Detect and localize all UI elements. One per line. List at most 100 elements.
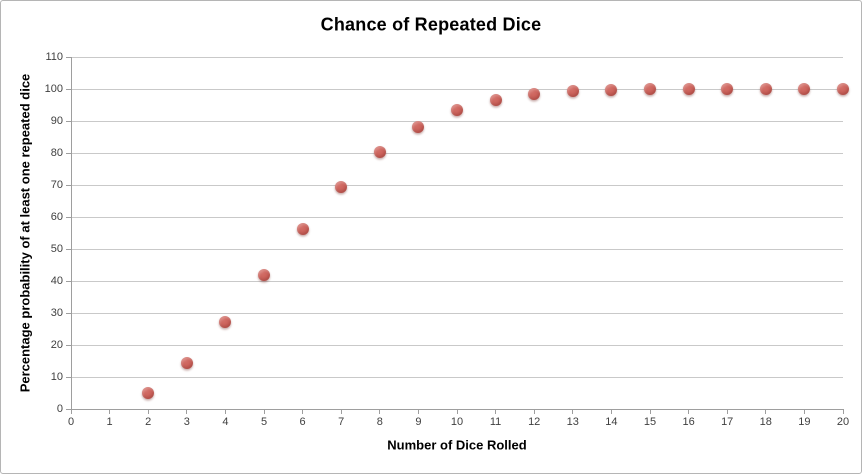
y-tick: [66, 56, 71, 58]
x-tick-label: 0: [67, 416, 75, 428]
data-point: [373, 146, 386, 159]
x-axis-title: Number of Dice Rolled: [387, 437, 527, 453]
x-tick-label: 2: [145, 416, 152, 428]
y-tick: [66, 88, 71, 90]
x-tick: [803, 409, 805, 414]
data-point: [528, 87, 541, 100]
data-point: [837, 83, 849, 95]
data-point: [142, 387, 155, 399]
x-tick: [533, 409, 535, 414]
x-tick: [224, 409, 226, 414]
y-tick-label: 90: [50, 114, 63, 127]
x-tick-label: 1: [106, 416, 113, 428]
x-tick-label: 14: [605, 416, 618, 428]
gridline: [71, 344, 843, 346]
y-tick-label: 70: [50, 178, 63, 191]
x-tick: [456, 409, 458, 414]
x-tick: [842, 409, 844, 414]
x-tick-label: 13: [566, 416, 579, 428]
data-point: [335, 180, 348, 193]
data-point: [412, 121, 425, 134]
x-tick-label: 12: [528, 416, 541, 428]
gridline: [71, 56, 843, 58]
y-tick: [66, 184, 71, 186]
x-tick-label: 3: [183, 416, 190, 428]
y-tick-label: 30: [50, 306, 63, 319]
data-point: [798, 83, 811, 95]
y-tick-label: 110: [45, 50, 63, 63]
data-point: [644, 83, 656, 96]
data-point: [605, 83, 618, 96]
data-point: [219, 315, 232, 328]
gridline: [71, 376, 843, 378]
gridline: [71, 312, 843, 314]
data-point: [759, 83, 772, 95]
x-tick-label: 20: [836, 416, 850, 428]
x-tick-label: 11: [489, 416, 502, 428]
x-tick-label: 5: [260, 416, 268, 428]
gridline: [71, 248, 843, 250]
x-tick-label: 15: [643, 416, 657, 428]
x-tick: [495, 409, 497, 414]
x-tick: [147, 409, 149, 414]
data-point: [566, 84, 579, 97]
x-tick-label: 8: [376, 416, 383, 428]
data-point: [682, 83, 695, 95]
x-tick-label: 19: [798, 416, 811, 428]
data-point: [258, 268, 270, 281]
y-tick-label: 20: [50, 338, 63, 351]
y-tick: [66, 152, 71, 154]
x-tick: [109, 409, 111, 414]
x-tick: [340, 409, 342, 414]
x-tick-label: 4: [222, 416, 229, 428]
gridline: [71, 88, 843, 90]
x-tick: [417, 409, 419, 414]
y-tick: [66, 408, 71, 410]
y-tick-label: 10: [50, 370, 63, 383]
gridline: [71, 120, 843, 122]
x-tick: [186, 409, 188, 414]
x-tick-label: 17: [721, 416, 734, 428]
gridline: [71, 216, 843, 218]
x-tick: [302, 409, 304, 414]
x-tick-label: 18: [759, 416, 772, 428]
x-tick: [688, 409, 690, 414]
x-tick-label: 16: [682, 416, 695, 428]
x-tick: [263, 409, 265, 414]
x-tick: [726, 409, 728, 414]
x-tick: [572, 409, 574, 414]
y-tick-label: 80: [50, 146, 63, 159]
x-tick: [70, 409, 72, 414]
x-tick: [379, 409, 381, 414]
x-tick-label: 7: [338, 416, 345, 428]
y-tick-label: 40: [50, 274, 63, 287]
y-tick: [66, 344, 71, 346]
chart-title: Chance of Repeated Dice: [320, 14, 542, 35]
x-tick-label: 9: [415, 416, 422, 428]
y-tick: [66, 216, 71, 218]
x-tick: [649, 409, 651, 414]
data-point: [451, 103, 463, 116]
y-tick: [66, 376, 71, 378]
y-tick-label: 100: [44, 82, 63, 95]
data-point: [489, 93, 502, 106]
x-tick: [610, 409, 612, 414]
y-tick-label: 0: [56, 402, 63, 415]
y-tick-label: 50: [50, 242, 63, 255]
y-tick: [66, 248, 71, 250]
y-tick: [66, 120, 71, 122]
data-point: [180, 356, 193, 369]
x-tick-label: 10: [450, 416, 464, 428]
data-point: [296, 222, 309, 235]
y-axis-line: [70, 57, 72, 409]
y-tick: [66, 280, 71, 282]
gridline: [71, 152, 843, 154]
gridline: [71, 184, 843, 186]
y-tick-label: 60: [50, 210, 63, 223]
gridline: [71, 280, 843, 282]
x-tick-label: 6: [299, 416, 306, 428]
x-tick: [765, 409, 767, 414]
y-tick: [66, 312, 71, 314]
data-point: [721, 83, 734, 95]
